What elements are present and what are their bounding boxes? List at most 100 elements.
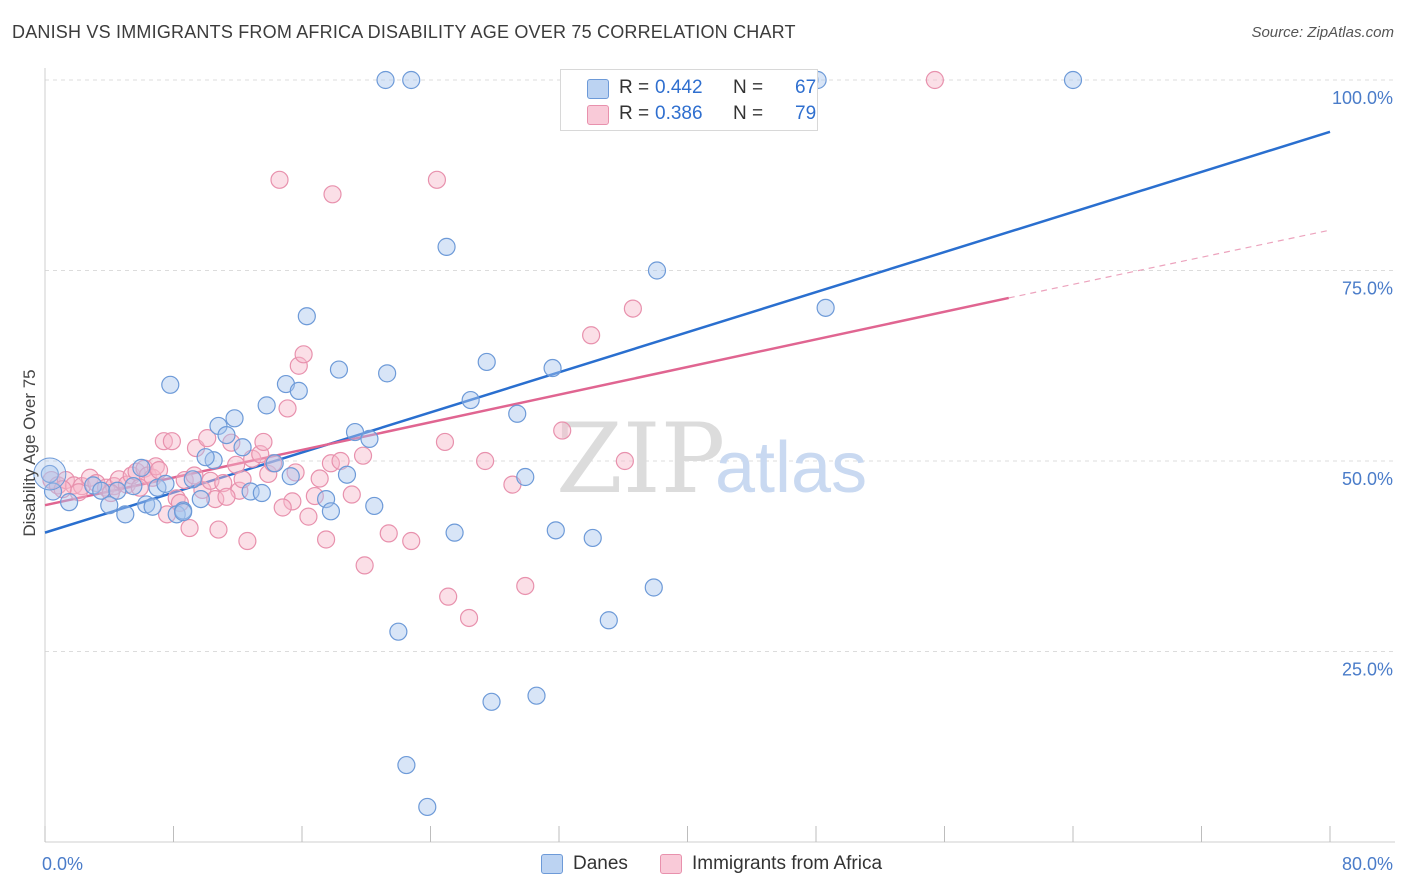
point-danes [116,505,135,524]
point-africa [459,608,479,628]
legend-r-value: 0.386 [655,103,703,124]
point-africa [259,464,278,484]
point-danes-cluster [33,457,67,491]
point-africa [305,486,324,506]
point-africa [582,326,601,345]
point-africa [310,469,329,488]
point-africa [353,446,373,465]
legend-n-value: 67 [795,77,817,98]
bottom-legend-swatch-danes [541,854,563,874]
gridlines [45,79,1395,652]
point-africa [427,170,447,189]
point-africa [162,432,181,451]
legend: R = 0.442 N = 67 R = 0.386 N = 79 [560,69,818,131]
point-danes [477,352,496,372]
point-danes [397,755,416,775]
point-africa [379,524,398,543]
legend-swatch-africa [587,105,609,125]
point-danes [508,404,527,423]
trend-line-africa [44,296,1010,507]
point-danes [583,528,602,548]
point-africa [553,421,572,440]
bottom-legend-label-africa: Immigrants from Africa [692,853,883,874]
point-africa [270,170,289,189]
tick-labels: 25.0% 50.0% 75.0% 100.0% 0.0% 80.0% [42,88,1393,874]
point-danes [252,483,271,503]
point-africa [925,70,944,90]
y-tick-label: 100.0% [1332,88,1393,108]
point-danes [297,307,316,326]
point-danes [378,364,397,383]
point-africa [402,531,421,551]
point-danes [365,496,384,516]
axes [44,68,1395,843]
point-danes [225,409,244,428]
point-africa [615,451,634,471]
point-danes [329,360,349,379]
point-danes [43,482,63,501]
point-danes [437,237,456,256]
point-danes [289,381,308,400]
legend-r-value: 0.442 [655,77,703,98]
point-africa [209,520,228,539]
point-danes [100,496,119,515]
legend-n-label: N = [733,103,764,124]
point-africa [355,556,374,575]
point-danes [174,502,193,522]
legend-swatch-danes [587,79,609,99]
bottom-legend-label-danes: Danes [573,853,628,874]
point-africa [299,507,318,526]
x-tick-label: 0.0% [42,854,83,874]
point-danes [59,493,79,512]
y-axis-label: Disability Age Over 75 [20,369,39,536]
point-danes [143,497,162,516]
point-danes [816,298,835,317]
point-africa [130,478,149,497]
point-danes [156,474,175,493]
point-danes [191,490,210,509]
point-danes [257,396,276,415]
legend-n-value: 79 [795,103,817,124]
point-danes [647,261,667,280]
legend-n-label: N = [733,77,764,98]
legend-r-label: R = [619,77,650,98]
point-africa [238,531,257,551]
point-danes [265,454,284,473]
point-danes [546,521,565,540]
point-danes [360,429,379,449]
legend-r-label: R = [619,103,650,124]
point-danes [516,467,535,487]
point-africa [516,576,535,596]
y-tick-label: 50.0% [1342,469,1393,489]
point-danes [418,797,437,817]
point-danes [132,458,151,477]
point-africa [214,473,233,493]
point-africa [476,451,495,471]
point-danes [599,611,618,630]
point-danes [389,622,408,641]
point-africa [623,299,642,318]
point-danes [337,465,357,484]
trend-line-africa-extension [1008,229,1331,299]
point-africa [435,432,455,452]
point-danes [482,692,501,711]
point-danes [161,375,180,394]
point-africa [278,399,297,418]
y-tick-label: 25.0% [1342,660,1393,680]
point-danes [196,448,215,467]
y-tick-label: 75.0% [1342,279,1393,299]
point-danes [233,438,252,457]
bottom-legend-swatch-africa [660,854,682,874]
point-danes [217,425,236,445]
point-africa [217,487,236,506]
point-africa [198,429,217,448]
point-danes [543,358,562,378]
point-africa [294,345,313,364]
point-africa [439,587,458,606]
point-danes [281,467,300,486]
data-points [33,70,1083,817]
point-africa [289,356,308,375]
point-africa [323,185,342,204]
point-danes [376,70,395,90]
